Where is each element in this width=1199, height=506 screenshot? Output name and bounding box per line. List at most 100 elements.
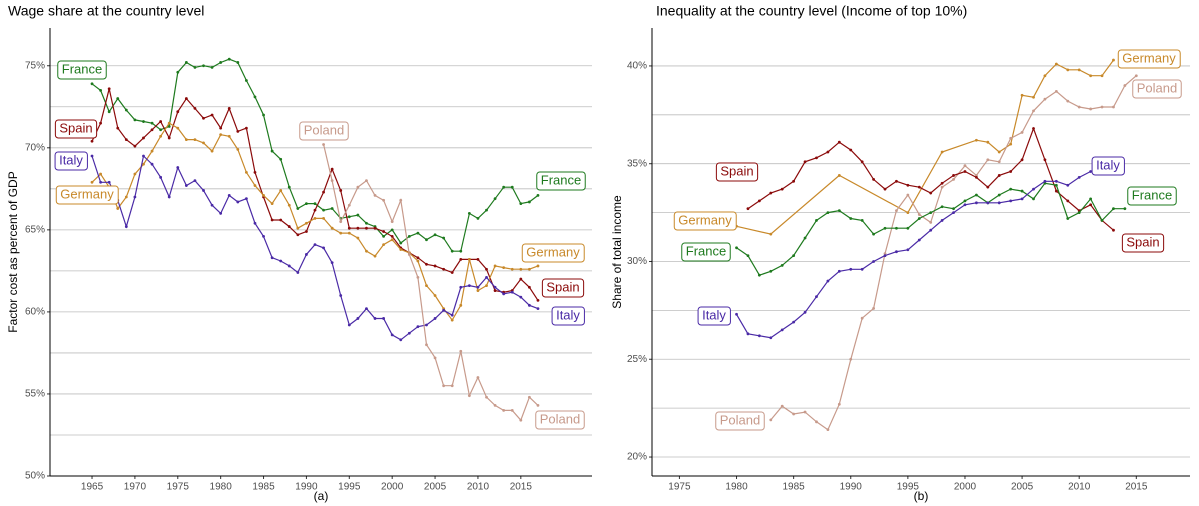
data-point xyxy=(519,202,523,205)
data-point xyxy=(236,61,240,64)
data-point xyxy=(757,199,761,203)
data-point xyxy=(159,175,163,179)
data-point xyxy=(485,395,488,399)
data-point xyxy=(305,202,308,205)
data-point xyxy=(347,226,351,230)
data-point xyxy=(270,149,274,153)
data-point xyxy=(1043,179,1047,183)
data-point xyxy=(1043,74,1047,78)
data-point xyxy=(459,249,463,253)
data-point xyxy=(940,181,944,185)
x-tick-label: 1965 xyxy=(81,482,104,493)
data-point xyxy=(399,338,403,342)
data-point xyxy=(270,202,274,205)
data-point xyxy=(1112,58,1115,62)
data-point xyxy=(510,267,514,271)
data-point xyxy=(803,310,807,314)
data-point xyxy=(296,271,300,274)
data-point xyxy=(1020,197,1024,201)
data-point xyxy=(997,174,1001,177)
x-tick-label: 2015 xyxy=(1125,482,1148,493)
data-point xyxy=(860,316,864,320)
data-point xyxy=(99,172,102,176)
series-label-box xyxy=(715,411,765,431)
data-point xyxy=(227,193,231,197)
data-point xyxy=(184,184,188,187)
y-tick-label: 40% xyxy=(627,61,647,72)
data-point xyxy=(493,197,497,201)
data-point xyxy=(527,303,531,307)
data-point xyxy=(296,233,300,237)
data-point xyxy=(116,97,120,100)
data-point xyxy=(1100,105,1104,109)
data-point xyxy=(746,254,750,258)
data-point xyxy=(940,219,944,222)
data-point xyxy=(322,190,325,194)
data-point xyxy=(519,295,523,299)
data-point xyxy=(399,248,403,251)
data-point xyxy=(929,211,933,214)
data-point xyxy=(330,261,334,265)
data-point xyxy=(502,185,506,189)
x-tick-label: 1975 xyxy=(167,482,190,493)
data-point xyxy=(536,307,540,311)
y-axis-title: Factor cost as percent of GDP xyxy=(6,171,20,332)
data-point xyxy=(142,154,145,158)
data-point xyxy=(356,185,360,189)
data-point xyxy=(860,160,864,164)
data-point xyxy=(1066,99,1070,103)
data-point xyxy=(313,216,317,220)
series-label-text: Italy xyxy=(1096,157,1120,172)
data-point xyxy=(1054,62,1058,66)
data-point xyxy=(826,428,830,432)
y-tick-label: 55% xyxy=(25,389,45,400)
data-point xyxy=(219,61,223,64)
data-point xyxy=(356,213,360,217)
data-point xyxy=(193,107,197,110)
data-point xyxy=(416,276,420,279)
data-point xyxy=(906,226,910,230)
x-tick-label: 1995 xyxy=(897,482,920,493)
data-point xyxy=(974,174,978,177)
data-point xyxy=(347,215,351,219)
data-point xyxy=(330,207,334,210)
data-point xyxy=(929,191,933,195)
data-point xyxy=(433,317,437,320)
series-line xyxy=(747,126,1114,231)
data-point xyxy=(917,213,921,216)
data-point xyxy=(963,170,967,173)
data-point xyxy=(150,128,154,132)
x-tick-label: 2015 xyxy=(510,482,533,493)
data-point xyxy=(287,225,291,228)
x-axis-title: (a) xyxy=(314,489,329,503)
data-point xyxy=(219,126,223,130)
data-point xyxy=(390,235,394,238)
data-point xyxy=(837,269,841,273)
series-label: Spain xyxy=(715,162,759,182)
data-point xyxy=(826,211,830,214)
data-point xyxy=(952,211,955,214)
data-point xyxy=(459,303,463,307)
data-point xyxy=(974,175,978,179)
data-point xyxy=(940,185,944,189)
series-label-box xyxy=(1127,186,1177,206)
data-point xyxy=(485,208,488,212)
data-point xyxy=(227,107,231,110)
data-point xyxy=(244,126,248,130)
data-point xyxy=(1032,127,1035,130)
data-point xyxy=(219,133,223,137)
data-point xyxy=(1032,109,1035,113)
data-point xyxy=(1123,207,1127,211)
data-point xyxy=(99,121,102,125)
series-label: Poland xyxy=(715,411,765,431)
data-point xyxy=(313,208,317,212)
data-point xyxy=(442,308,446,312)
data-point xyxy=(253,171,257,174)
y-tick-label: 20% xyxy=(627,452,647,463)
series-label-box xyxy=(697,306,731,326)
data-point xyxy=(193,65,197,69)
data-point xyxy=(849,148,853,152)
data-point xyxy=(99,180,102,184)
data-point xyxy=(803,410,807,414)
panel-title: Wage share at the country level xyxy=(8,3,204,19)
